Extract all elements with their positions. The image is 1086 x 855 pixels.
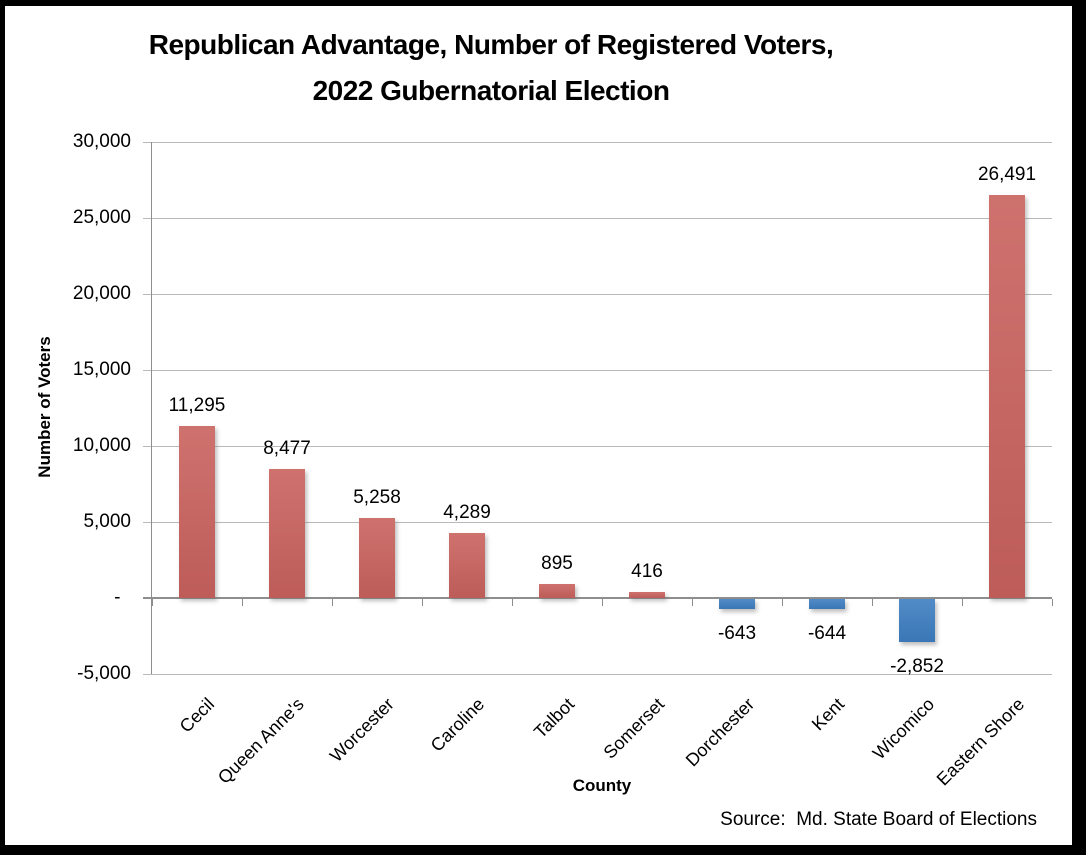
bar-value-label-caroline: 4,289: [443, 501, 491, 523]
bar-value-label-talbot: 895: [541, 553, 573, 575]
category-tick: [1052, 599, 1053, 606]
chart-title-line1: Republican Advantage, Number of Register…: [148, 29, 834, 60]
x-axis-line: [143, 597, 1052, 599]
gridline-5000: [143, 522, 1052, 523]
chart-title: Republican Advantage, Number of Register…: [0, 22, 982, 114]
x-axis-title: County: [572, 776, 632, 795]
category-tick: [512, 599, 513, 606]
source-note: Source: Md. State Board of Elections: [720, 809, 1037, 830]
bar-value-label-eastern-shore: 26,491: [977, 164, 1037, 186]
bar-eastern-shore: [989, 195, 1025, 598]
gridline-20000: [143, 294, 1052, 295]
y-tick-label--5000: -5,000: [77, 663, 131, 684]
gridline-15000: [143, 370, 1052, 371]
chart-background: [5, 6, 1072, 845]
bar-value-label-dorchester: -643: [717, 622, 757, 644]
category-tick: [962, 599, 963, 606]
gridline-10000: [143, 446, 1052, 447]
bar-worcester: [359, 518, 395, 598]
gridline-25000: [143, 218, 1052, 219]
gridline-30000: [143, 142, 1052, 143]
bar-somerset: [629, 591, 665, 598]
y-tick-label-25000: 25,000: [72, 207, 131, 228]
category-tick: [422, 599, 423, 606]
bar-value-label-kent: -644: [807, 622, 847, 644]
bar-dorchester: [719, 599, 755, 609]
bar-caroline: [449, 532, 485, 598]
chart-title-line2: 2022 Gubernatorial Election: [312, 75, 670, 106]
y-axis-line: [151, 142, 152, 674]
bar-value-label-wicomico: -2,852: [890, 656, 944, 678]
y-tick-label-0: -: [114, 587, 131, 608]
bar-value-label-queen-anne-s: 8,477: [263, 438, 311, 460]
bar-value-label-worcester: 5,258: [353, 487, 401, 509]
bar-queen-anne-s: [269, 469, 305, 598]
category-tick: [152, 599, 153, 606]
y-tick-label-10000: 10,000: [72, 435, 131, 456]
category-tick: [692, 599, 693, 606]
category-tick: [782, 599, 783, 606]
gridline--5000: [143, 674, 1052, 675]
y-tick-label-5000: 5,000: [83, 511, 131, 532]
bar-cecil: [179, 426, 215, 598]
category-tick: [602, 599, 603, 606]
category-tick: [242, 599, 243, 606]
category-tick: [872, 599, 873, 606]
y-tick-label-20000: 20,000: [72, 283, 131, 304]
y-tick-label-15000: 15,000: [72, 359, 131, 380]
category-tick: [332, 599, 333, 606]
bar-value-label-cecil: 11,295: [168, 395, 226, 417]
y-tick-label-30000: 30,000: [72, 131, 131, 152]
bar-kent: [809, 599, 845, 609]
bar-talbot: [539, 584, 575, 598]
bar-value-label-somerset: 416: [631, 560, 663, 582]
bar-wicomico: [899, 599, 935, 643]
